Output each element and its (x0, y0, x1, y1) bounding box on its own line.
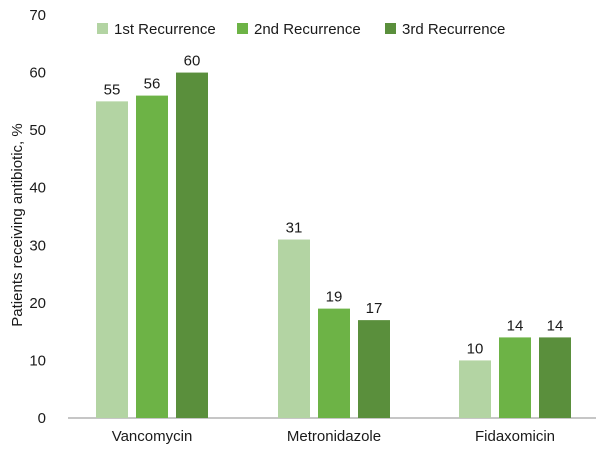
y-axis-ticks: 0 10 20 30 40 50 60 70 (29, 7, 46, 427)
legend-label: 2nd Recurrence (254, 21, 361, 38)
bar (176, 72, 208, 419)
data-label: 56 (144, 76, 161, 93)
y-tick-label: 20 (29, 295, 46, 312)
legend-label: 1st Recurrence (114, 21, 216, 38)
bar (539, 337, 571, 418)
y-tick-label: 70 (29, 7, 46, 24)
y-tick-label: 10 (29, 352, 46, 369)
data-label: 17 (366, 300, 383, 317)
bar (459, 360, 491, 418)
data-label: 31 (286, 220, 303, 237)
y-tick-label: 50 (29, 122, 46, 139)
legend-swatch (237, 23, 248, 34)
x-axis-labels: Vancomycin Metronidazole Fidaxomicin (112, 428, 555, 445)
bar (499, 337, 531, 418)
bar (96, 101, 128, 418)
legend: 1st Recurrence 2nd Recurrence 3rd Recurren… (97, 21, 505, 38)
data-label: 60 (184, 53, 201, 70)
bars-group (96, 72, 571, 419)
bar (358, 320, 390, 418)
y-axis-label: Patients receiving antibiotic, % (9, 123, 26, 326)
data-label: 14 (547, 317, 564, 334)
legend-label: 3rd Recurrence (402, 21, 505, 38)
bar (318, 308, 350, 418)
data-label: 10 (467, 340, 484, 357)
data-labels-group: 55 31 10 56 19 14 60 17 14 (104, 53, 564, 358)
data-label: 19 (326, 289, 343, 306)
y-tick-label: 60 (29, 65, 46, 82)
legend-swatch (97, 23, 108, 34)
bar (278, 239, 310, 418)
y-tick-label: 30 (29, 237, 46, 254)
bar (136, 95, 168, 418)
y-tick-label: 40 (29, 180, 46, 197)
x-tick-label: Vancomycin (112, 428, 193, 445)
data-label: 14 (507, 317, 524, 334)
legend-swatch (385, 23, 396, 34)
x-tick-label: Fidaxomicin (475, 428, 555, 445)
y-tick-label: 0 (38, 410, 46, 427)
x-tick-label: Metronidazole (287, 428, 381, 445)
data-label: 55 (104, 81, 121, 98)
